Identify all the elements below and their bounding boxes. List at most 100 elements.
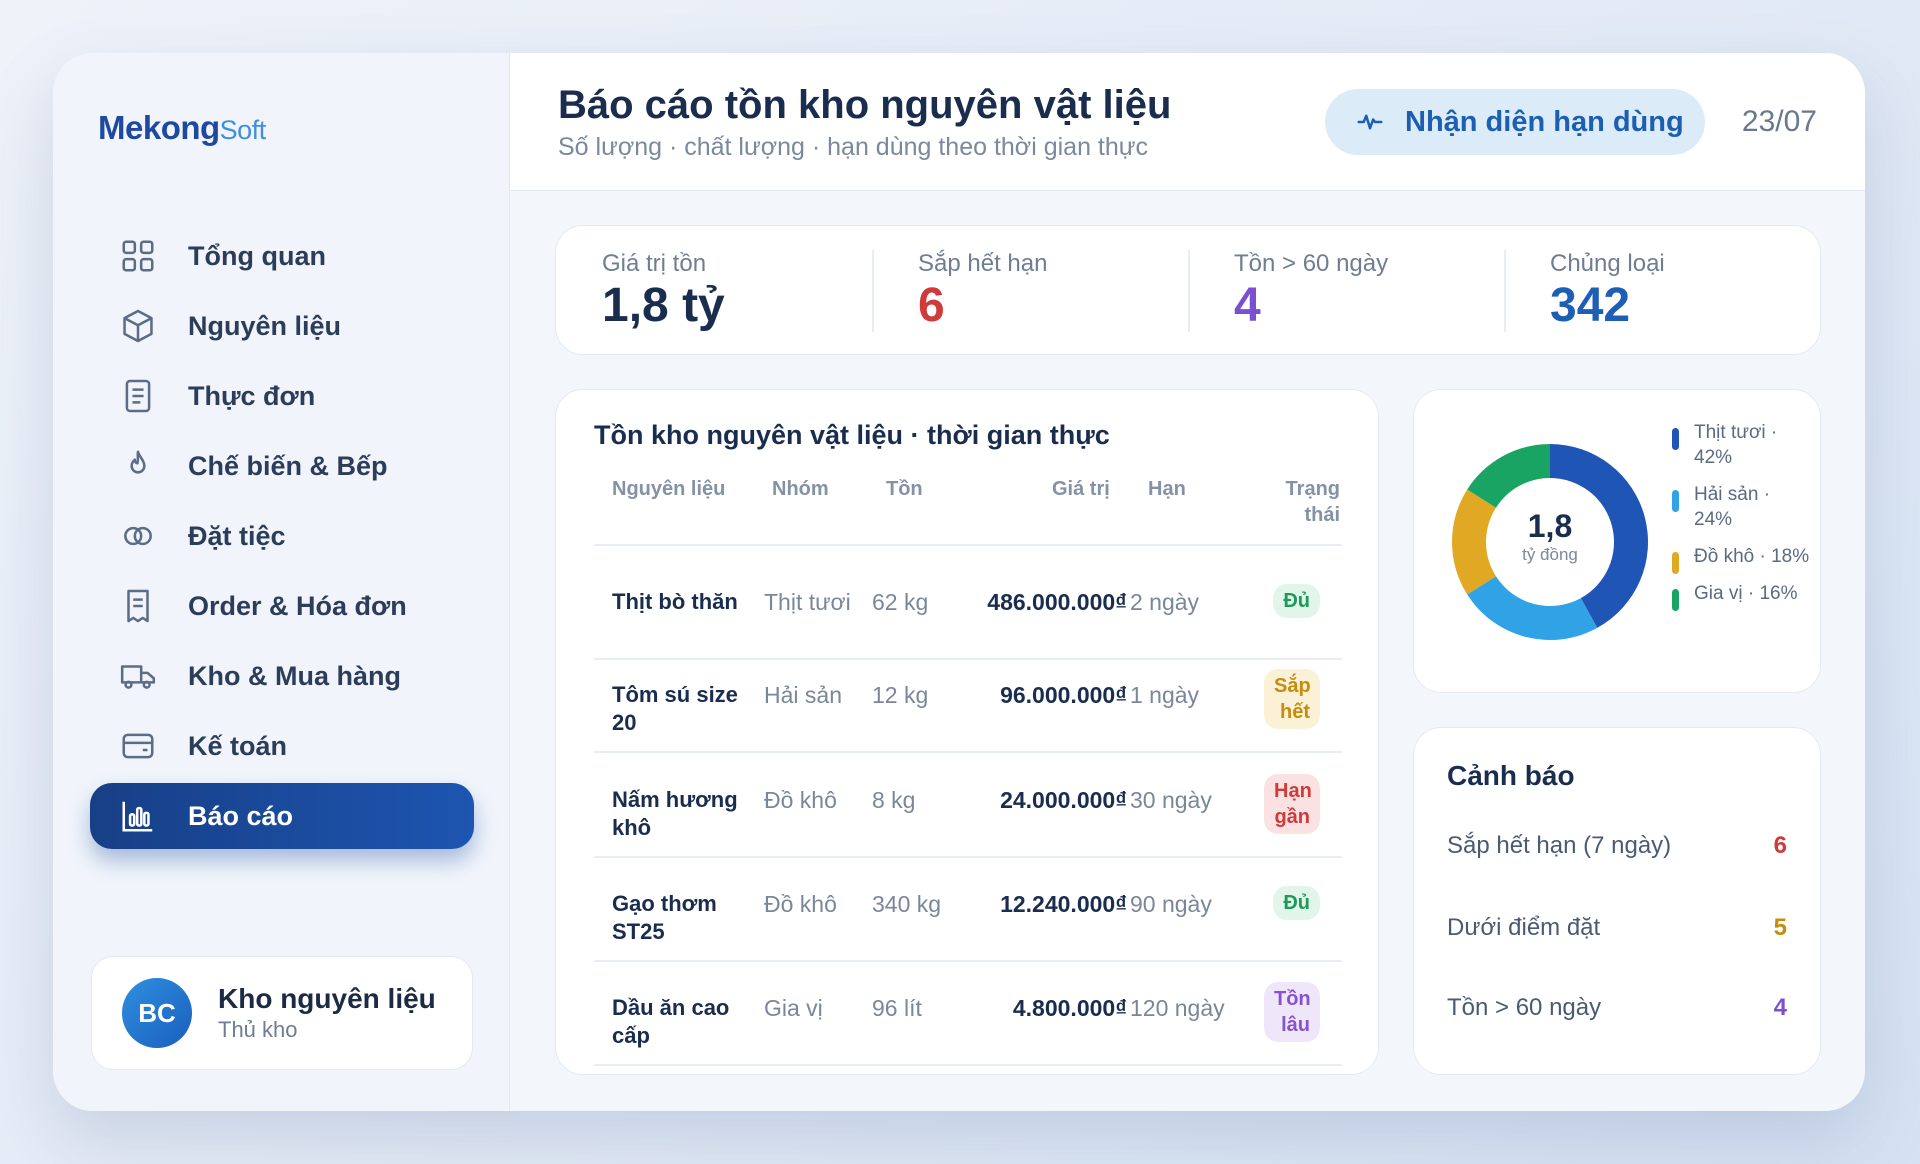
sidebar-item-label: Chế biến & Bếp	[188, 450, 388, 481]
stock-composition-card: 1,8 tỷ đồng Thịt tươi · 42% Hải sản · 24%…	[1413, 389, 1821, 693]
alerts-title: Cảnh báo	[1447, 760, 1575, 791]
donut-center: 1,8 tỷ đồng	[1482, 508, 1618, 565]
box-icon	[118, 306, 158, 346]
donut-segment[interactable]	[1467, 444, 1550, 508]
legend-item: Hải sản · 24%	[1672, 482, 1812, 532]
kpi-old-stock: Tồn > 60 ngày 4	[1188, 226, 1504, 354]
donut-chart	[1452, 444, 1648, 640]
cell-ingredient: Dầu ăn cao cấp	[612, 995, 730, 1048]
row-divider	[594, 751, 1342, 753]
cell-expiry: 90 ngày	[1130, 891, 1212, 917]
page-header: Báo cáo tồn kho nguyên vật liệu Số lượng…	[510, 53, 1865, 191]
kpi-value: 1,8 tỷ	[602, 279, 725, 332]
brand-name-part2: Soft	[219, 115, 267, 145]
cell-expiry: 120 ngày	[1130, 995, 1225, 1021]
status-badge: Hạn gần	[1264, 774, 1320, 834]
table-row[interactable]: Nấm hương khô Đồ khô 8 kg 24.000.000₫ 30 ngà…	[556, 760, 1378, 864]
cell-group: Thịt tươi	[764, 589, 851, 615]
alert-row[interactable]: Tồn > 60 ngày 4	[1447, 994, 1787, 1022]
cell-value: 486.000.000₫	[987, 589, 1127, 615]
kpi-categories: Chủng loại 342	[1504, 226, 1820, 354]
sidebar-item-ingredients[interactable]: Nguyên liệu	[90, 293, 474, 359]
donut-center-value: 1,8	[1527, 508, 1573, 544]
activity-icon	[1357, 114, 1383, 130]
kpi-stock-value: Giá trị tồn 1,8 tỷ	[556, 226, 872, 354]
cell-value: 12.240.000₫	[1000, 891, 1127, 917]
row-divider	[594, 856, 1342, 858]
cell-ingredient: Nấm hương khô	[612, 787, 738, 840]
cell-expiry: 2 ngày	[1130, 589, 1200, 615]
sidebar-item-warehouse[interactable]: Kho & Mua hàng	[90, 643, 474, 709]
kpi-value: 6	[918, 279, 945, 332]
sidebar: MekongSoft Tổng quan Nguyên liệu Thực đơ…	[53, 53, 510, 1111]
rings-icon	[118, 516, 158, 556]
flame-icon	[118, 446, 158, 486]
kpi-value: 342	[1550, 279, 1631, 332]
alert-row[interactable]: Sắp hết hạn (7 ngày) 6	[1447, 832, 1787, 860]
sidebar-item-reports[interactable]: Báo cáo	[90, 783, 474, 849]
sidebar-nav: Tổng quan Nguyên liệu Thực đơn Chế biến …	[90, 223, 474, 853]
sidebar-item-label: Tổng quan	[188, 240, 326, 271]
sidebar-item-label: Nguyên liệu	[188, 310, 342, 341]
column-header-ingredient[interactable]: Nguyên liệu	[612, 478, 726, 500]
bar-chart-icon	[118, 796, 158, 836]
expiry-detection-label: Nhận diện hạn dùng	[1405, 105, 1684, 138]
document-icon	[118, 376, 158, 416]
column-header-group[interactable]: Nhóm	[772, 478, 829, 500]
table-row[interactable]: Dầu ăn cao cấp Gia vị 96 lít 4.800.000₫ 120 …	[556, 968, 1378, 1072]
cell-ingredient: Thịt bò thăn	[612, 589, 738, 614]
kpi-value: 4	[1234, 279, 1261, 332]
row-divider	[594, 658, 1342, 660]
sidebar-item-menu[interactable]: Thực đơn	[90, 363, 474, 429]
table-row[interactable]: Gạo thơm ST25 Đồ khô 340 kg 12.240.000₫ 90 n…	[556, 864, 1378, 968]
alert-count: 4	[1773, 994, 1787, 1021]
main-content: Báo cáo tồn kho nguyên vật liệu Số lượng…	[510, 53, 1865, 1111]
status-badge: Đủ	[1273, 584, 1320, 618]
user-card[interactable]: BC Kho nguyên liệu Thủ kho	[91, 956, 473, 1070]
donut-segment[interactable]	[1467, 576, 1598, 640]
status-badge: Sắp hết	[1264, 669, 1320, 729]
cell-stock: 62 kg	[872, 589, 929, 615]
column-header-value[interactable]: Giá trị	[1052, 478, 1110, 500]
legend-swatch	[1672, 589, 1679, 611]
page-title: Báo cáo tồn kho nguyên vật liệu	[558, 83, 1172, 127]
sidebar-item-label: Thực đơn	[188, 380, 316, 411]
donut-segment[interactable]	[1452, 489, 1496, 595]
cell-group: Đồ khô	[764, 891, 837, 917]
cell-value: 96.000.000₫	[1000, 682, 1127, 708]
table-row[interactable]: Thịt bò thăn Thịt tươi 62 kg 486.000.000₫ 2 …	[556, 562, 1378, 666]
legend-item: Thịt tươi · 42%	[1672, 420, 1812, 470]
sidebar-item-accounting[interactable]: Kế toán	[90, 713, 474, 779]
legend-label: Gia vị · 16%	[1694, 583, 1798, 604]
cell-ingredient: Gạo thơm ST25	[612, 891, 717, 944]
sidebar-item-label: Order & Hóa đơn	[188, 590, 407, 621]
legend-swatch	[1672, 428, 1679, 450]
sidebar-item-overview[interactable]: Tổng quan	[90, 223, 474, 289]
sidebar-item-label: Đặt tiệc	[188, 520, 286, 551]
cell-stock: 96 lít	[872, 995, 922, 1021]
column-header-expiry[interactable]: Hạn	[1148, 478, 1186, 500]
cell-stock: 340 kg	[872, 891, 942, 917]
sidebar-item-kitchen[interactable]: Chế biến & Bếp	[90, 433, 474, 499]
date-label: 23/07	[1741, 105, 1817, 138]
expiry-detection-button[interactable]: Nhận diện hạn dùng	[1325, 89, 1705, 155]
table-row[interactable]: Tôm sú size 20 Hải sản 12 kg 96.000.000₫ 1 n…	[556, 655, 1378, 759]
column-header-stock[interactable]: Tồn	[886, 478, 923, 500]
row-divider	[594, 960, 1342, 962]
column-header-status[interactable]: Trạng thái	[1285, 478, 1340, 526]
cell-expiry: 1 ngày	[1130, 682, 1200, 708]
alert-row[interactable]: Dưới điểm đặt 5	[1447, 914, 1787, 942]
brand-logo[interactable]: MekongSoft	[98, 109, 266, 147]
donut-segment[interactable]	[1550, 444, 1648, 628]
status-badge: Tồn lâu	[1264, 982, 1320, 1042]
legend-swatch	[1672, 490, 1679, 512]
app-window: MekongSoft Tổng quan Nguyên liệu Thực đơ…	[53, 53, 1865, 1111]
kpi-label: Chủng loại	[1550, 250, 1665, 277]
sidebar-item-party[interactable]: Đặt tiệc	[90, 503, 474, 569]
kpi-summary: Giá trị tồn 1,8 tỷ Sắp hết hạn 6 Tồn > 6…	[555, 225, 1821, 355]
table-divider	[594, 544, 1342, 546]
status-badge: Đủ	[1273, 886, 1320, 920]
cell-expiry: 30 ngày	[1130, 787, 1212, 813]
receipt-icon	[118, 586, 158, 626]
sidebar-item-orders[interactable]: Order & Hóa đơn	[90, 573, 474, 639]
